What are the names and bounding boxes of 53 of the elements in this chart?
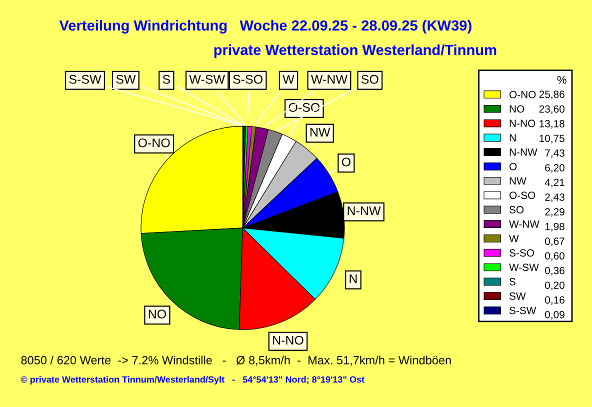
slice-label: SO (361, 74, 378, 84)
legend-label: NO (510, 105, 524, 113)
legend-label: SW (509, 292, 526, 300)
slice-label: SW (116, 74, 136, 84)
slice-label: S-SW (69, 74, 102, 84)
data-label: 23,60 (539, 105, 564, 114)
legend-label: O-NO (510, 90, 536, 98)
data-label: 6,20 (545, 164, 564, 173)
slice-label: O-NO (138, 138, 170, 148)
slice-label: S (162, 74, 170, 84)
legend-label: O-SO (510, 192, 536, 200)
legend-label: S (509, 278, 516, 286)
slice-label: O-SO (288, 103, 320, 112)
legend-label: W-NW (509, 220, 540, 228)
data-label: 2,43 (545, 193, 564, 202)
data-label: 0,16 (545, 296, 564, 305)
legend-label: SO (509, 206, 524, 214)
legend-label: NW (510, 177, 526, 185)
slice-label: N (350, 274, 357, 284)
data-label: 0,20 (545, 282, 564, 290)
legend-label: S-SW (509, 306, 536, 314)
data-label: 13,18 (540, 120, 564, 129)
slice-label: N-NO (273, 336, 304, 345)
legend-label: N-NO (510, 120, 536, 128)
legend-label: N-NW (510, 148, 538, 156)
legend-label: O (510, 162, 517, 170)
slice-label: S-SO (233, 74, 262, 84)
chart-subtitle: private Wetterstation Westerland/Tinnum (214, 44, 496, 58)
data-label: 25,86 (539, 90, 564, 100)
slice-label: W-NW (310, 75, 348, 84)
data-label: 0,67 (545, 238, 564, 246)
data-label: 0,36 (545, 266, 564, 276)
data-label: 4,21 (544, 178, 564, 188)
data-label: 2,29 (545, 208, 564, 217)
data-label: 0,09 (545, 310, 564, 320)
slice-label: NW (310, 128, 330, 137)
slice-label: O (342, 158, 350, 166)
slice-label: W-SW (189, 74, 226, 84)
text: © private Wetterstation Tinnum/Westerland/Sylt - 54°54'13" Nord; 8°19'13" Ost (20, 376, 364, 384)
legend-label: S-SO (509, 249, 534, 257)
slice-label: N-NW (348, 206, 381, 216)
data-label: 10,75 (540, 134, 564, 144)
slice-label: NO (148, 310, 166, 318)
legend-label: N (510, 134, 516, 142)
legend-title: % (557, 76, 566, 84)
slice-label: W (282, 75, 294, 84)
chart-title: Verteilung Windrichtung Woche 22.09.25 - 28.09.25 (KW39) (59, 20, 472, 34)
data-label: 1,98 (545, 222, 564, 232)
legend-label: W (509, 234, 519, 242)
data-label: 0,60 (545, 252, 564, 261)
data-label: 7,43 (545, 149, 564, 158)
legend-label: W-SW (509, 264, 539, 272)
text: 8050 / 620 Werte -> 7.2% Windstille - Ø 8,5km/h - Max. 51,7km/h = Windböen (21, 356, 451, 366)
